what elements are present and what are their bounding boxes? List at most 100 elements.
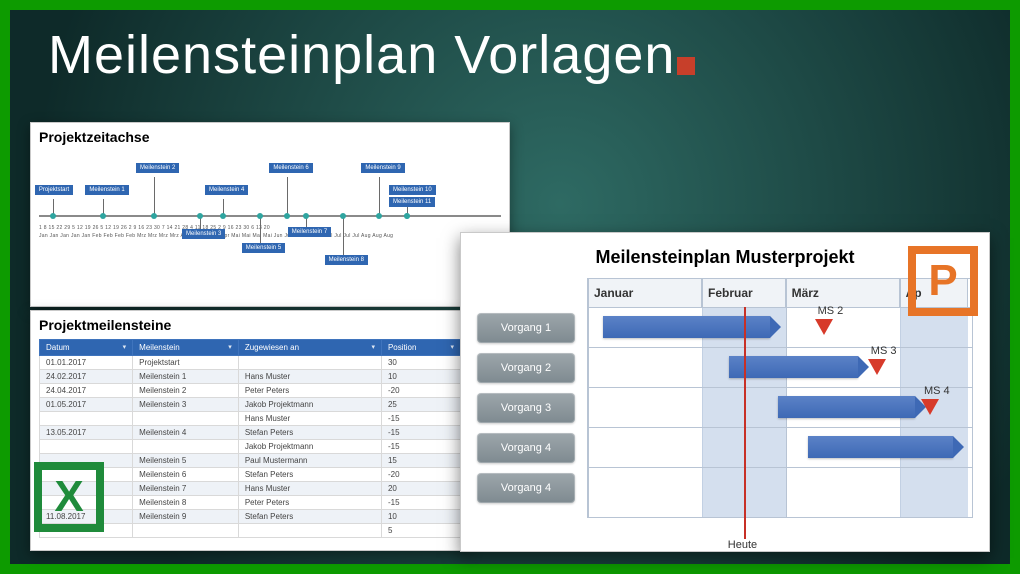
vorgang-button[interactable]: Vorgang 2 [477, 353, 575, 383]
gantt-bar[interactable] [729, 356, 858, 378]
table-cell [133, 412, 239, 426]
vorgang-button[interactable]: Vorgang 4 [477, 473, 575, 503]
table-row: 24.02.2017Meilenstein 1Hans Muster10 [40, 370, 461, 384]
table-cell: Meilenstein 7 [133, 482, 239, 496]
powerpoint-badge-icon: P [908, 246, 978, 316]
timeline-tick [303, 213, 309, 219]
sheetA-heading: Projektzeitachse [39, 129, 501, 145]
table-row: Jakob Projektmann-15 [40, 440, 461, 454]
table-cell: Hans Muster [238, 412, 381, 426]
table-header-row: Datum▾Meilenstein▾Zugewiesen an▾Position… [40, 340, 461, 356]
table-cell: -15 [381, 426, 460, 440]
table-cell: Paul Mustermann [238, 454, 381, 468]
timeline-event-label: Projektstart [35, 185, 73, 195]
excel-badge-icon: X [34, 462, 104, 532]
timeline-stem [287, 177, 288, 215]
slide-body: Vorgang 1 Vorgang 2 Vorgang 3 Vorgang 4 Vorg… [477, 278, 973, 518]
table-header-cell[interactable]: Datum▾ [40, 340, 133, 356]
timeline-event-label: Meilenstein 4 [205, 185, 248, 195]
table-row: 01.01.2017Projektstart 30 [40, 356, 461, 370]
timeline-tick [151, 213, 157, 219]
timeline-month-row: Jan Jan Jan Jan Jan Feb Feb Feb Feb Mrz … [39, 233, 501, 239]
table-cell: Hans Muster [238, 482, 381, 496]
table-header-cell[interactable]: Position▾ [381, 340, 460, 356]
table-cell: Meilenstein 5 [133, 454, 239, 468]
table-header-cell[interactable]: Zugewiesen an▾ [238, 340, 381, 356]
table-row: 01.05.2017Meilenstein 3Jakob Projektmann… [40, 398, 461, 412]
table-cell: Jakob Projektmann [238, 440, 381, 454]
table-cell: Stefan Peters [238, 510, 381, 524]
table-cell: Stefan Peters [238, 468, 381, 482]
timeline-event-label: Meilenstein 3 [182, 229, 225, 239]
gantt-bar[interactable] [808, 436, 952, 458]
vorgang-button[interactable]: Vorgang 1 [477, 313, 575, 343]
excel-sheet-timeline: Projektzeitachse 1 8 15 22 29 5 12 19 26… [30, 122, 510, 307]
table-cell: Peter Peters [238, 384, 381, 398]
timeline-tick [220, 213, 226, 219]
timeline-axis [39, 215, 501, 217]
table-cell [133, 440, 239, 454]
timeline-stem [379, 177, 380, 215]
table-cell: -15 [381, 412, 460, 426]
table-row: 13.05.2017Meilenstein 4Stefan Peters-15 [40, 426, 461, 440]
table-cell: -15 [381, 440, 460, 454]
timeline-event-label: Meilenstein 11 [389, 197, 435, 207]
table-cell [238, 524, 381, 538]
vorgang-list: Vorgang 1 Vorgang 2 Vorgang 3 Vorgang 4 Vorg… [477, 278, 575, 518]
table-cell: 5 [381, 524, 460, 538]
table-header-cell[interactable]: Meilenstein▾ [133, 340, 239, 356]
table-cell: Meilenstein 4 [133, 426, 239, 440]
vorgang-button[interactable]: Vorgang 3 [477, 393, 575, 423]
timeline-event-label: Meilenstein 6 [269, 163, 312, 173]
table-cell: 24.02.2017 [40, 370, 133, 384]
table-cell: 25 [381, 398, 460, 412]
timeline-tick [197, 213, 203, 219]
table-cell: 01.01.2017 [40, 356, 133, 370]
milestone-marker-icon [815, 319, 833, 335]
table-cell: -20 [381, 468, 460, 482]
timeline-tick [284, 213, 290, 219]
table-cell: Projektstart [133, 356, 239, 370]
table-row: 24.04.2017Meilenstein 2Peter Peters-20 [40, 384, 461, 398]
timeline-event-label: Meilenstein 1 [85, 185, 128, 195]
title-text: Meilensteinplan Vorlagen [48, 25, 675, 85]
ppt-badge-letter: P [928, 256, 957, 306]
sheetB-heading: Projektmeilensteine [39, 317, 461, 333]
gantt-bar[interactable] [778, 396, 915, 418]
table-cell: Jakob Projektmann [238, 398, 381, 412]
timeline-event-label: Meilenstein 10 [389, 185, 436, 195]
table-cell: 24.04.2017 [40, 384, 133, 398]
today-label: Heute [728, 539, 757, 551]
table-cell: 01.05.2017 [40, 398, 133, 412]
timeline-chart: 1 8 15 22 29 5 12 19 26 5 12 19 26 2 9 1… [39, 153, 501, 273]
table-cell: Meilenstein 9 [133, 510, 239, 524]
table-cell: 20 [381, 482, 460, 496]
table-cell: Stefan Peters [238, 426, 381, 440]
vorgang-button[interactable]: Vorgang 4 [477, 433, 575, 463]
timeline-event-label: Meilenstein 2 [136, 163, 179, 173]
table-row: Hans Muster-15 [40, 412, 461, 426]
table-cell: Meilenstein 8 [133, 496, 239, 510]
timeline-tick [257, 213, 263, 219]
milestone-label: MS 2 [818, 305, 844, 317]
table-cell [40, 412, 133, 426]
excel-badge-letter: X [54, 472, 83, 522]
timeline-tick [100, 213, 106, 219]
milestone-label: MS 3 [871, 345, 897, 357]
timeline-day-row: 1 8 15 22 29 5 12 19 26 5 12 19 26 2 9 1… [39, 225, 501, 231]
page-title: Meilensteinplan Vorlagen [48, 24, 990, 86]
table-cell: 10 [381, 370, 460, 384]
gantt-col-header: Februar [702, 279, 786, 307]
table-cell: 10 [381, 510, 460, 524]
slide-heading: Meilensteinplan Musterprojekt [477, 247, 973, 268]
today-line [744, 307, 746, 539]
table-cell [133, 524, 239, 538]
table-cell [238, 356, 381, 370]
table-cell: 30 [381, 356, 460, 370]
timeline-stem [154, 177, 155, 215]
gantt-col-header: Januar [588, 279, 702, 307]
milestone-label: MS 4 [924, 385, 950, 397]
gantt-row [588, 467, 972, 507]
thumbnail-frame: Meilensteinplan Vorlagen Projektzeitachs… [0, 0, 1020, 574]
timeline-tick [404, 213, 410, 219]
